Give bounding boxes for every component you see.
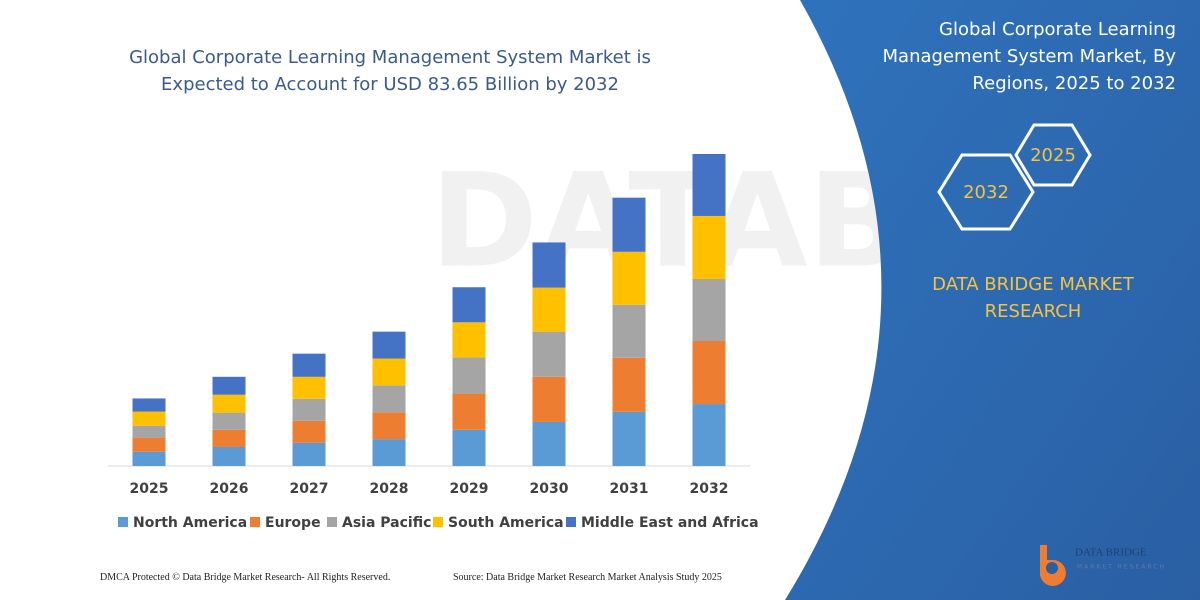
bar-segment [292,398,326,421]
bar-segment [692,154,726,216]
bar-segment [212,446,246,466]
bar-segment [132,398,166,412]
bar-segment [292,420,326,443]
bar-segment [372,439,406,466]
logo-tagline: MARKET RESEARCH [1077,564,1166,571]
bar-segment [532,242,566,288]
bar-segment [692,340,726,405]
bar-segment [532,421,566,466]
bar-segment [612,357,646,412]
legend-swatch [327,517,337,527]
bar-segment [292,376,326,399]
logo-name: DATA BRIDGE [1075,547,1147,559]
bar-segment [372,412,406,440]
bar-segment [612,304,646,358]
hexagon [1014,123,1092,187]
bar-segment [212,429,246,447]
bar-segment [212,376,246,395]
x-tick-label: 2027 [290,481,329,497]
bar-segment [372,331,406,359]
legend-swatch [433,517,443,527]
legend-swatch [250,517,260,527]
footer-left: DMCA Protected © Data Bridge Market Rese… [100,572,391,583]
bar-segment [532,376,566,422]
bar-segment [452,393,486,430]
bar-segment [452,429,486,466]
legend-label: Middle East and Africa [581,515,759,531]
legend-label: North America [133,515,247,531]
bar-segment [612,251,646,305]
bar-segment [292,353,326,377]
bar-segment [212,394,246,413]
bar-segment [452,287,486,323]
x-tick-label: 2031 [610,481,649,497]
logo-mark [1046,562,1058,574]
legend-label: Europe [265,515,321,531]
x-tick-label: 2025 [130,481,169,497]
chart-title: Global Corporate Learning Management Sys… [129,47,651,95]
legend-swatch [566,517,576,527]
panel-title: Global Corporate Learning Management Sys… [882,19,1176,94]
side-panel [785,0,1200,600]
bar-segment [532,331,566,377]
legend-swatch [118,517,128,527]
bar-segment [372,385,406,413]
x-tick-label: 2030 [530,481,569,497]
bar-segment [212,412,246,430]
bar-segment [132,451,166,466]
footer-right: Source: Data Bridge Market Research Mark… [453,572,722,583]
bar-segment [612,197,646,252]
bar-segment [132,437,166,452]
bar-segment [372,358,406,386]
x-tick-label: 2032 [690,481,729,497]
legend-label: South America [448,515,564,531]
hexagon-label: 2025 [1030,145,1076,166]
hexagon [937,153,1035,231]
brand: DATA BRIDGE MARKET RESEARCH [932,274,1134,322]
hexagon-label: 2032 [963,182,1009,203]
x-tick-label: 2026 [210,481,249,497]
legend-label: Asia Pacific [342,515,431,531]
bar-segment [692,215,726,280]
bar-segment [692,404,726,466]
bar-segment [612,411,646,466]
bar-segment [292,442,326,466]
x-tick-label: 2028 [370,481,409,497]
bar-segment [452,357,486,394]
x-tick-label: 2029 [450,481,489,497]
bar-segment [132,425,166,438]
bar-segment [692,279,726,341]
bar-segment [452,322,486,358]
bar-segment [132,411,166,426]
bar-segment [532,287,566,332]
